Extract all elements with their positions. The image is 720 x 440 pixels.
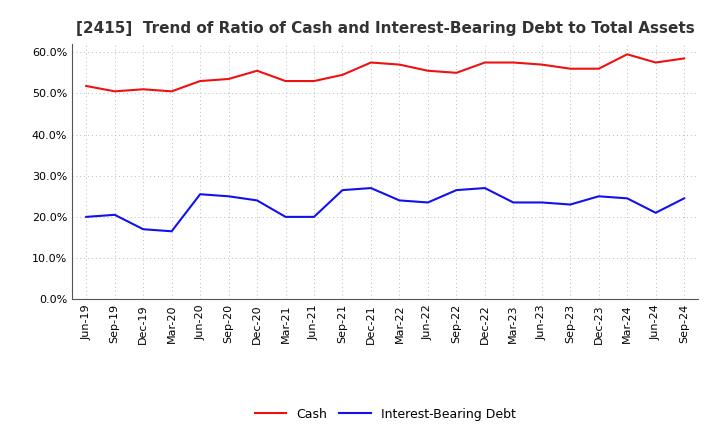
- Interest-Bearing Debt: [282, 214, 290, 220]
- Legend: Cash, Interest-Bearing Debt: Cash, Interest-Bearing Debt: [250, 403, 521, 425]
- Interest-Bearing Debt: [110, 212, 119, 217]
- Cash: [82, 83, 91, 88]
- Interest-Bearing Debt: [623, 196, 631, 201]
- Interest-Bearing Debt: [480, 185, 489, 191]
- Cash: [423, 68, 432, 73]
- Interest-Bearing Debt: [253, 198, 261, 203]
- Cash: [196, 78, 204, 84]
- Interest-Bearing Debt: [196, 191, 204, 197]
- Cash: [480, 60, 489, 65]
- Cash: [110, 89, 119, 94]
- Interest-Bearing Debt: [82, 214, 91, 220]
- Cash: [680, 56, 688, 61]
- Cash: [452, 70, 461, 75]
- Interest-Bearing Debt: [537, 200, 546, 205]
- Cash: [253, 68, 261, 73]
- Interest-Bearing Debt: [509, 200, 518, 205]
- Interest-Bearing Debt: [310, 214, 318, 220]
- Interest-Bearing Debt: [652, 210, 660, 216]
- Cash: [338, 72, 347, 77]
- Interest-Bearing Debt: [452, 187, 461, 193]
- Interest-Bearing Debt: [566, 202, 575, 207]
- Interest-Bearing Debt: [139, 227, 148, 232]
- Cash: [366, 60, 375, 65]
- Interest-Bearing Debt: [366, 185, 375, 191]
- Cash: [139, 87, 148, 92]
- Interest-Bearing Debt: [595, 194, 603, 199]
- Line: Cash: Cash: [86, 54, 684, 92]
- Interest-Bearing Debt: [225, 194, 233, 199]
- Cash: [537, 62, 546, 67]
- Cash: [395, 62, 404, 67]
- Cash: [623, 51, 631, 57]
- Interest-Bearing Debt: [423, 200, 432, 205]
- Cash: [509, 60, 518, 65]
- Cash: [310, 78, 318, 84]
- Interest-Bearing Debt: [395, 198, 404, 203]
- Cash: [652, 60, 660, 65]
- Cash: [282, 78, 290, 84]
- Cash: [167, 89, 176, 94]
- Cash: [225, 77, 233, 82]
- Line: Interest-Bearing Debt: Interest-Bearing Debt: [86, 188, 684, 231]
- Cash: [595, 66, 603, 71]
- Title: [2415]  Trend of Ratio of Cash and Interest-Bearing Debt to Total Assets: [2415] Trend of Ratio of Cash and Intere…: [76, 21, 695, 36]
- Interest-Bearing Debt: [680, 196, 688, 201]
- Interest-Bearing Debt: [167, 229, 176, 234]
- Cash: [566, 66, 575, 71]
- Interest-Bearing Debt: [338, 187, 347, 193]
